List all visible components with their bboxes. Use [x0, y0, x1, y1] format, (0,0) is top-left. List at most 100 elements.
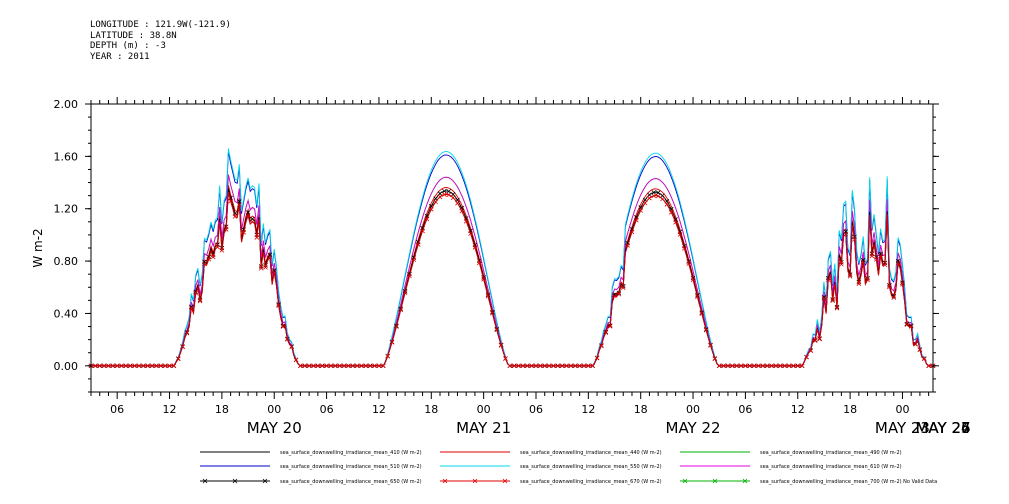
x-hour-tick-label: 00: [267, 403, 281, 416]
series-marker-7: [354, 363, 360, 369]
series-marker-6: [202, 259, 207, 265]
x-day-label: MAY 23: [875, 419, 930, 437]
series-marker-7: [551, 363, 556, 369]
series-marker-7: [184, 330, 190, 336]
series-marker-7: [141, 363, 146, 369]
series-marker-7: [93, 363, 98, 369]
x-day-label: MAY 22: [666, 419, 721, 437]
series-marker-7: [420, 228, 425, 234]
series-marker-6: [481, 275, 486, 280]
series-marker-7: [450, 195, 456, 200]
series-marker-7: [197, 298, 203, 304]
series-marker-7: [721, 363, 726, 369]
series-marker-7: [730, 363, 735, 369]
series-marker-7: [821, 296, 827, 301]
series-marker-7: [158, 363, 164, 369]
series-marker-7: [263, 265, 268, 270]
series-marker-7: [237, 202, 242, 207]
series-marker-6: [821, 294, 827, 300]
series-marker-7: [407, 273, 412, 279]
series-marker-7: [350, 363, 356, 369]
legend-marker-8: [712, 478, 718, 484]
series-marker-7: [119, 363, 124, 369]
series-marker-7: [642, 200, 648, 206]
series-marker-7: [895, 260, 901, 266]
series-marker-7: [254, 235, 260, 240]
series-marker-7: [433, 199, 438, 205]
series-marker-7: [908, 324, 914, 329]
series-marker-7: [394, 324, 399, 329]
series-marker-6: [189, 304, 194, 310]
series-marker-7: [546, 363, 552, 369]
series-marker-7: [241, 230, 246, 235]
series-marker-7: [607, 324, 613, 329]
series-marker-7: [494, 327, 500, 333]
x-hour-tick-label: 18: [843, 403, 857, 416]
series-marker-7: [219, 248, 225, 253]
series-marker-7: [664, 202, 670, 207]
series-line-5: [91, 174, 933, 367]
series-marker-7: [171, 363, 177, 369]
series-marker-7: [629, 229, 635, 235]
x-day-label: MAY 24: [915, 419, 970, 437]
x-day-label: MAY 27: [915, 419, 970, 437]
series-marker-7: [123, 363, 129, 369]
series-marker-7: [385, 353, 390, 359]
series-marker-7: [106, 363, 111, 369]
series-marker-7: [764, 363, 770, 369]
series-marker-7: [446, 192, 452, 198]
series-marker-7: [756, 363, 761, 369]
series-marker-7: [245, 213, 251, 218]
series-marker-7: [769, 363, 774, 369]
series-marker-7: [682, 246, 687, 251]
series-marker-7: [136, 363, 142, 369]
series-marker-7: [647, 195, 652, 201]
series-marker-7: [110, 363, 116, 369]
series-marker-7: [834, 305, 840, 311]
series-marker-7: [311, 363, 316, 369]
series-marker-6: [860, 257, 866, 263]
series-marker-7: [708, 343, 713, 348]
series-marker-7: [620, 285, 626, 291]
series-marker-7: [507, 363, 513, 369]
legend-marker-7: [442, 478, 448, 484]
series-marker-7: [738, 363, 744, 369]
series-marker-7: [463, 219, 469, 224]
series-marker-7: [634, 217, 639, 223]
legend-label-6: sea_surface_downwelling_irradiance_mean_…: [280, 479, 422, 485]
series-marker-7: [869, 253, 875, 259]
series-marker-7: [516, 363, 521, 369]
series-line-7: [91, 191, 933, 367]
depth-text: DEPTH (m) : -3: [90, 41, 166, 51]
series-marker-7: [306, 363, 312, 369]
series-marker-7: [180, 344, 185, 350]
series-marker-7: [725, 363, 731, 369]
series-marker-7: [852, 237, 857, 242]
legend-marker-6: [262, 478, 268, 484]
series-marker-7: [189, 305, 194, 311]
series-marker-7: [590, 363, 595, 369]
series-marker-7: [804, 354, 809, 360]
series-marker-6: [647, 192, 652, 198]
series-marker-7: [389, 340, 395, 345]
legend-label-4: sea_surface_downwelling_irradiance_mean_…: [520, 464, 662, 470]
series-marker-7: [328, 363, 334, 369]
series-marker-7: [712, 356, 718, 361]
series-line-2: [91, 174, 933, 367]
y-tick-label: 0.00: [54, 360, 79, 373]
x-hour-tick-label: 00: [686, 403, 700, 416]
series-marker-7: [337, 363, 342, 369]
series-marker-7: [887, 284, 892, 290]
series-marker-7: [900, 282, 905, 287]
series-marker-7: [293, 357, 299, 363]
x-hour-tick-label: 18: [634, 403, 648, 416]
y-tick-label: 1.60: [54, 150, 79, 163]
series-marker-7: [865, 277, 870, 283]
series-marker-7: [210, 254, 216, 260]
series-marker-6: [446, 189, 452, 194]
series-marker-7: [760, 363, 766, 369]
series-marker-7: [839, 261, 844, 267]
series-marker-7: [398, 307, 404, 313]
series-marker-7: [271, 270, 277, 275]
series-marker-7: [250, 219, 255, 225]
